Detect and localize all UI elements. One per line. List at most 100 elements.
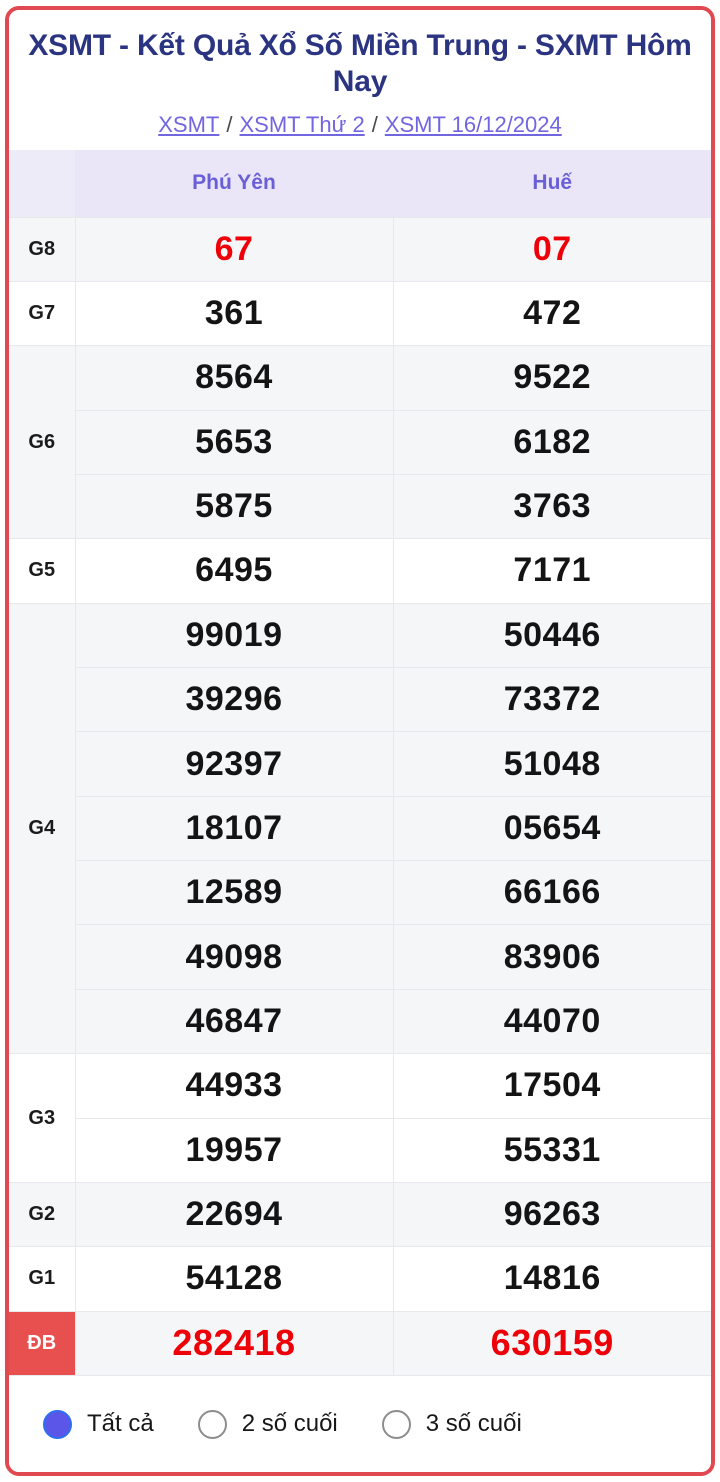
number-value: 361	[204, 294, 264, 333]
cell-db-hue: 630159	[393, 1311, 711, 1377]
cell-g4-phu-yen-7: 46847	[75, 989, 394, 1055]
cell-g6-phu-yen-1: 8564	[75, 345, 394, 411]
table-header: Phú Yên Huế	[9, 150, 711, 218]
number-value: 07	[532, 229, 572, 268]
filter-label-last-2: 2 số cuối	[241, 1410, 338, 1437]
cell-g4-hue-6: 83906	[393, 924, 711, 990]
table-row: G6 8564 9522	[9, 345, 711, 540]
cell-g4-hue-7: 44070	[393, 989, 711, 1055]
number-value: 6182	[513, 422, 592, 461]
filter-option-last-2[interactable]: 2 số cuối	[197, 1409, 338, 1439]
cell-g8-phu-yen: 67	[75, 217, 394, 282]
table-row: G1 54128 14816	[9, 1246, 711, 1312]
cell-g2-hue: 96263	[393, 1182, 711, 1248]
column-header-hue: Huế	[393, 150, 711, 218]
number-value: 73372	[503, 680, 601, 719]
number-value: 5875	[195, 487, 273, 526]
cell-g1-phu-yen: 54128	[75, 1246, 394, 1312]
table-row: G2 22694 96263	[9, 1182, 711, 1248]
number-value: 39296	[185, 680, 283, 719]
cell-g4-phu-yen-4: 18107	[75, 796, 394, 862]
table-row: G4 99019 50446	[9, 603, 711, 1055]
prize-label-g3: G3	[9, 1053, 76, 1183]
number-value: 282418	[172, 1322, 296, 1364]
number-value: 12589	[185, 873, 283, 912]
page-title: XSMT - Kết Quả Xổ Số Miền Trung - SXMT H…	[28, 29, 692, 98]
table-row: G5 6495 7171	[9, 538, 711, 604]
header-corner	[9, 150, 76, 218]
cell-g1-hue: 14816	[393, 1246, 711, 1312]
cell-g3-hue-1: 17504	[393, 1053, 711, 1119]
cell-g2-phu-yen: 22694	[75, 1182, 394, 1248]
number-value: 8564	[195, 358, 273, 397]
breadcrumb-item-date[interactable]: XSMT 16/12/2024	[384, 112, 562, 137]
cell-g7-hue: 472	[393, 281, 711, 347]
filter-option-last-3[interactable]: 3 số cuối	[381, 1409, 522, 1439]
cell-g6-phu-yen-3: 5875	[75, 474, 394, 540]
radio-icon-all[interactable]	[43, 1409, 72, 1439]
breadcrumb-item-xsmt[interactable]: XSMT	[158, 112, 220, 137]
breadcrumb-item-weekday[interactable]: XSMT Thứ 2	[239, 112, 365, 137]
cell-g4-phu-yen-3: 92397	[75, 731, 394, 797]
number-value: 14816	[503, 1259, 601, 1298]
header-row: Phú Yên Huế	[9, 150, 711, 218]
cell-g5-hue: 7171	[393, 538, 711, 604]
header-block: XSMT - Kết Quả Xổ Số Miền Trung - SXMT H…	[9, 10, 711, 150]
number-value: 630159	[490, 1322, 614, 1364]
lottery-results-table: Phú Yên Huế G8 67 07 G7	[9, 150, 711, 1377]
number-value: 55331	[503, 1130, 601, 1169]
number-value: 18107	[185, 808, 283, 847]
prize-label-db: ĐB	[9, 1311, 76, 1377]
column-header-phu-yen: Phú Yên	[75, 150, 394, 218]
radio-icon-last-2[interactable]	[197, 1409, 227, 1439]
prize-label-g1: G1	[9, 1246, 76, 1312]
cell-g4-phu-yen-6: 49098	[75, 924, 394, 990]
filter-option-all[interactable]: Tất cả	[43, 1409, 154, 1439]
number-value: 22694	[185, 1195, 283, 1234]
cell-g6-hue-3: 3763	[393, 474, 711, 540]
cell-g7-phu-yen: 361	[75, 281, 394, 347]
cell-g4-hue-5: 66166	[393, 860, 711, 926]
prize-label-g6: G6	[9, 345, 76, 540]
table-row: G8 67 07	[9, 217, 711, 282]
breadcrumb-separator-1: /	[226, 112, 233, 137]
breadcrumb: XSMT / XSMT Thứ 2 / XSMT 16/12/2024	[23, 112, 697, 138]
cell-g4-hue-1: 50446	[393, 603, 711, 669]
number-value: 17504	[503, 1066, 601, 1105]
table-row: 5653 6182	[9, 410, 711, 475]
prize-label-g5: G5	[9, 538, 76, 604]
cell-g8-hue: 07	[393, 217, 711, 282]
filter-label-all: Tất cả	[87, 1410, 154, 1437]
table-body: G8 67 07 G7 361 472	[9, 217, 711, 1377]
cell-g4-hue-4: 05654	[393, 796, 711, 862]
number-value: 44070	[503, 1001, 601, 1040]
cell-g4-hue-3: 51048	[393, 731, 711, 797]
cell-g5-phu-yen: 6495	[75, 538, 394, 604]
filter-options: Tất cả 2 số cuối 3 số cuối	[9, 1376, 711, 1472]
radio-icon-last-3[interactable]	[381, 1409, 411, 1439]
prize-label-g4: G4	[9, 603, 76, 1055]
cell-g6-hue-2: 6182	[393, 410, 711, 475]
number-value: 49098	[185, 937, 283, 976]
number-value: 472	[523, 294, 582, 333]
table-row: 18107 05654	[9, 796, 711, 862]
cell-db-phu-yen: 282418	[75, 1311, 394, 1377]
prize-label-g7: G7	[9, 281, 76, 347]
number-value: 96263	[503, 1195, 601, 1234]
number-value: 83906	[503, 937, 601, 976]
filter-label-last-3: 3 số cuối	[425, 1410, 522, 1437]
cell-g3-hue-2: 55331	[393, 1118, 711, 1183]
cell-g4-phu-yen-1: 99019	[75, 603, 394, 669]
number-value: 7171	[513, 551, 592, 590]
cell-g3-phu-yen-2: 19957	[75, 1118, 394, 1183]
cell-g3-phu-yen-1: 44933	[75, 1053, 394, 1119]
number-value: 44933	[185, 1066, 283, 1105]
table-row: 39296 73372	[9, 667, 711, 733]
number-value: 6495	[195, 551, 273, 590]
table-row: 12589 66166	[9, 860, 711, 926]
number-value: 51048	[503, 744, 601, 783]
prize-label-g8: G8	[9, 217, 76, 282]
table-row: 92397 51048	[9, 731, 711, 797]
breadcrumb-separator-2: /	[371, 112, 378, 137]
